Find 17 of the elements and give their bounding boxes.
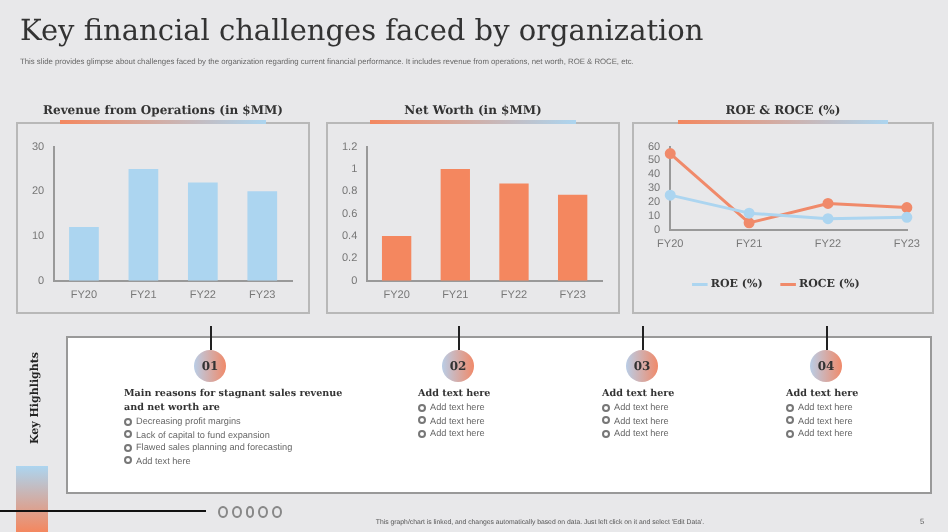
point [743,217,755,229]
point [822,213,834,225]
point [743,207,755,219]
bar [381,236,412,281]
point [901,202,913,214]
point [901,211,913,223]
text: Key financial challenges faced by organization [20,16,706,48]
point [822,197,834,209]
bar [69,227,99,281]
bar [187,182,218,281]
bar [557,194,588,281]
bar [247,191,278,281]
bar [499,183,529,281]
point [664,189,676,201]
bar [128,168,159,281]
bar [440,168,470,281]
point [664,148,676,160]
